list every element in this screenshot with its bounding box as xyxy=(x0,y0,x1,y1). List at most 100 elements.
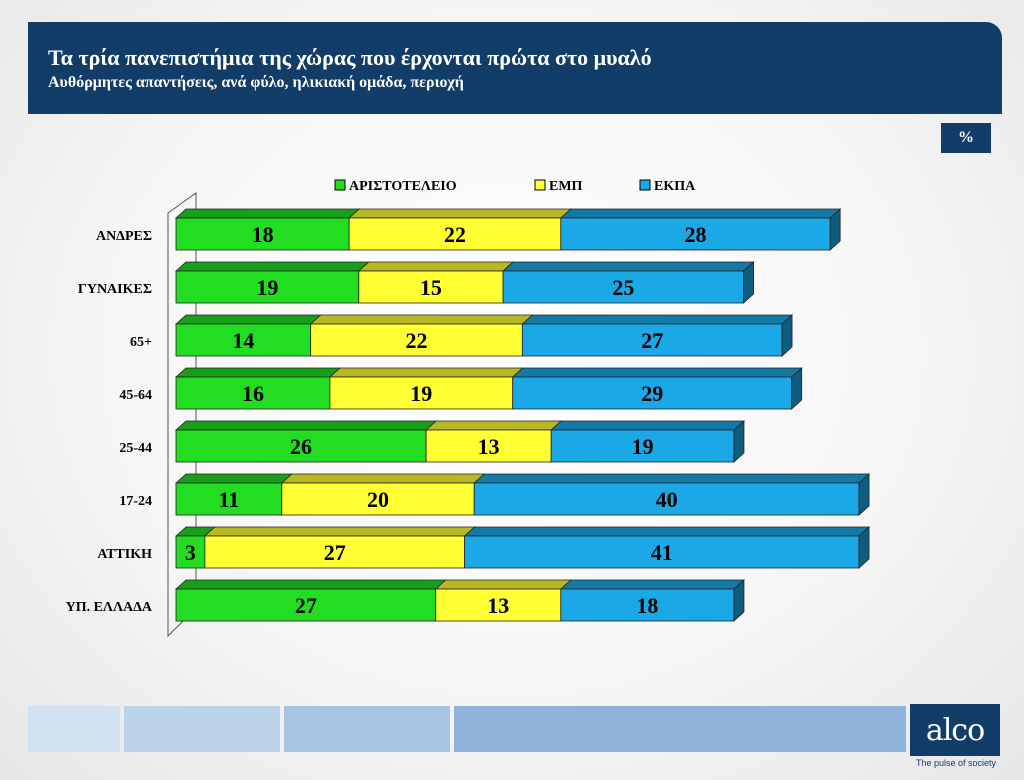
bar-side-3 xyxy=(791,367,803,410)
footer-band-2 xyxy=(124,706,280,752)
bar-side-1 xyxy=(743,261,754,304)
value-label-3-0: 16 xyxy=(242,381,264,406)
bar-4-0 xyxy=(175,429,427,463)
value-label-0-1: 22 xyxy=(444,222,466,247)
bar-5-1 xyxy=(281,482,475,516)
category-label-6: ΑΤΤΙΚΗ xyxy=(97,547,152,562)
legend-label-1: ΕΜΠ xyxy=(549,179,583,194)
unit-badge: % xyxy=(941,123,991,153)
bar-2-1 xyxy=(310,323,523,357)
bar-side-0 xyxy=(829,208,841,251)
value-label-3-2: 29 xyxy=(641,381,663,406)
bar-top-5-2 xyxy=(473,473,871,484)
value-label-7-0: 27 xyxy=(295,593,317,618)
bar-top-7-2 xyxy=(559,579,746,590)
legend-label-2: ΕΚΠΑ xyxy=(654,179,696,194)
value-label-4-1: 13 xyxy=(478,434,500,459)
category-label-0: ΑΝΔΡΕΣ xyxy=(96,229,152,244)
legend-swatch-0 xyxy=(334,179,346,191)
value-label-0-2: 28 xyxy=(684,222,706,247)
bar-side-7 xyxy=(733,579,745,622)
value-label-1-0: 19 xyxy=(256,275,278,300)
footer-band-4 xyxy=(454,706,906,752)
bar-top-6-1 xyxy=(203,526,476,537)
bar-7-0 xyxy=(175,588,437,622)
legend-swatch-1 xyxy=(534,179,546,191)
bar-side-4 xyxy=(733,420,745,463)
bar-top-2-2 xyxy=(521,314,794,325)
chart-subtitle: Αυθόρμητες απαντήσεις, ανά φύλο, ηλικιακ… xyxy=(48,74,464,91)
bar-2-0 xyxy=(175,323,312,357)
value-label-7-1: 13 xyxy=(487,593,509,618)
bar-1-1 xyxy=(358,270,504,304)
bar-top-7-0 xyxy=(174,579,447,590)
bar-side-6 xyxy=(858,526,870,569)
category-label-5: 17-24 xyxy=(119,494,152,509)
bar-top-2-1 xyxy=(309,314,534,325)
bar-2-2 xyxy=(521,323,783,357)
value-label-2-1: 22 xyxy=(406,328,428,353)
value-label-6-2: 41 xyxy=(651,540,673,565)
bar-top-3-2 xyxy=(511,367,803,378)
value-label-7-2: 18 xyxy=(636,593,658,618)
value-label-6-0: 3 xyxy=(185,540,196,565)
bar-5-0 xyxy=(175,482,283,516)
bar-6-1 xyxy=(204,535,465,569)
bar-top-4-0 xyxy=(174,420,438,431)
value-label-5-1: 20 xyxy=(367,487,389,512)
footer-band-3 xyxy=(284,706,450,752)
category-label-2: 65+ xyxy=(130,335,152,350)
bar-6-2 xyxy=(464,535,860,569)
bar-top-3-1 xyxy=(328,367,524,378)
bar-3-2 xyxy=(512,376,793,410)
footer-band-1 xyxy=(28,706,120,752)
bar-top-0-0 xyxy=(174,208,361,219)
bar-0-0 xyxy=(175,217,350,251)
bar-top-4-1 xyxy=(425,420,563,431)
bar-6-0 xyxy=(175,535,206,569)
alco-logo: alco xyxy=(910,704,1000,756)
legend-swatch-2 xyxy=(639,179,651,191)
value-label-2-0: 14 xyxy=(232,328,254,353)
bar-1-2 xyxy=(502,270,744,304)
bar-top-4-2 xyxy=(550,420,746,431)
bar-top-1-2 xyxy=(502,261,755,272)
value-label-2-2: 27 xyxy=(641,328,663,353)
header-banner: Τα τρία πανεπιστήμια της χώρας που έρχον… xyxy=(28,22,1002,114)
bar-top-3-0 xyxy=(174,367,341,378)
bar-top-1-1 xyxy=(357,261,515,272)
bar-5-2 xyxy=(473,482,860,516)
value-label-0-0: 18 xyxy=(252,222,274,247)
value-label-1-2: 25 xyxy=(612,275,634,300)
value-label-3-1: 19 xyxy=(410,381,432,406)
value-label-5-0: 11 xyxy=(219,487,240,512)
bar-side-5 xyxy=(858,473,870,516)
category-label-3: 45-64 xyxy=(119,388,152,403)
bar-top-0-2 xyxy=(559,208,842,219)
bar-top-0-1 xyxy=(348,208,572,219)
value-label-5-2: 40 xyxy=(656,487,678,512)
category-label-4: 25-44 xyxy=(119,441,152,456)
value-label-1-1: 15 xyxy=(420,275,442,300)
bar-top-7-1 xyxy=(434,579,572,590)
bar-3-1 xyxy=(329,376,514,410)
brand-tagline: The pulse of society xyxy=(916,758,997,768)
bar-top-6-2 xyxy=(463,526,871,537)
bar-top-2-0 xyxy=(174,314,322,325)
axis-wall xyxy=(167,192,197,638)
bar-top-1-0 xyxy=(174,261,370,272)
value-label-4-0: 26 xyxy=(290,434,312,459)
stacked-bar-chart: ΑΡΙΣΤΟΤΕΛΕΙΟ ΕΜΠ ΕΚΠΑ ΑΝΔΡΕΣ 18 22 28 ΓΥΝΑΙΚΕΣ 1… xyxy=(66,179,871,638)
category-label-1: ΓΥΝΑΙΚΕΣ xyxy=(78,282,152,297)
bar-top-5-1 xyxy=(280,473,486,484)
bar-side-2 xyxy=(781,314,793,357)
bar-3-0 xyxy=(175,376,331,410)
legend-label-0: ΑΡΙΣΤΟΤΕΛΕΙΟ xyxy=(349,179,457,194)
value-label-4-2: 19 xyxy=(632,434,654,459)
chart-title: Τα τρία πανεπιστήμια της χώρας που έρχον… xyxy=(48,45,652,70)
bar-4-1 xyxy=(425,429,552,463)
bar-7-2 xyxy=(560,588,735,622)
bar-4-2 xyxy=(550,429,735,463)
value-label-6-1: 27 xyxy=(324,540,346,565)
bar-top-5-0 xyxy=(174,473,293,484)
